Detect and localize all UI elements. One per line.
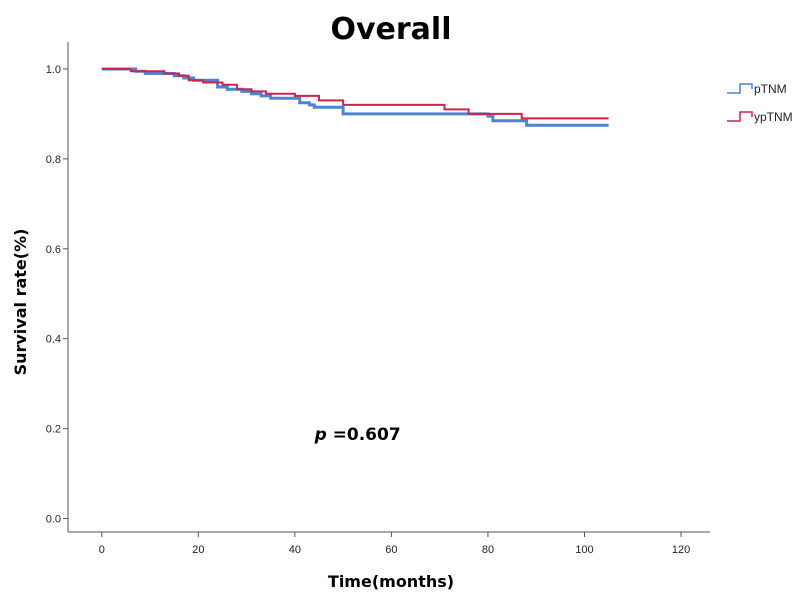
- x-tick-label: 80: [482, 544, 494, 556]
- legend-swatch-yptnm: [727, 111, 753, 122]
- x-tick-label: 60: [385, 544, 397, 556]
- plot-area: [101, 67, 609, 127]
- legend-label-ptnm: pTNM: [754, 82, 787, 96]
- y-axis-label: Survival rate(%): [11, 229, 30, 376]
- y-ticks: 0.0 0.2 0.4 0.6 0.8 1.0: [46, 64, 68, 526]
- p-value-annotation: p =0.607: [314, 425, 401, 445]
- x-tick-label: 40: [289, 544, 301, 556]
- series-line-yptnm: [101, 68, 609, 120]
- p-value-symbol: p: [314, 425, 327, 445]
- p-value-text: =0.607: [327, 425, 401, 445]
- x-tick-label: 120: [672, 544, 690, 556]
- y-tick-label: 1.0: [46, 64, 61, 76]
- legend-label-yptnm: ypTNM: [754, 110, 793, 124]
- series-line-ptnm: [101, 67, 609, 127]
- y-tick-label: 0.0: [46, 514, 61, 526]
- y-tick-label: 0.4: [46, 334, 61, 346]
- x-axis-label: Time(months): [328, 572, 454, 591]
- x-ticks: 0 20 40 60 80 100 120: [99, 532, 690, 556]
- x-tick-label: 0: [99, 544, 105, 556]
- x-tick-label: 100: [575, 544, 593, 556]
- legend-swatch-ptnm: [727, 83, 753, 94]
- legend: pTNM ypTNM: [727, 82, 793, 124]
- chart-title: Overall: [330, 12, 451, 47]
- y-tick-label: 0.6: [46, 244, 61, 256]
- x-tick-label: 20: [192, 544, 204, 556]
- y-tick-label: 0.2: [46, 424, 61, 436]
- y-tick-label: 0.8: [46, 154, 61, 166]
